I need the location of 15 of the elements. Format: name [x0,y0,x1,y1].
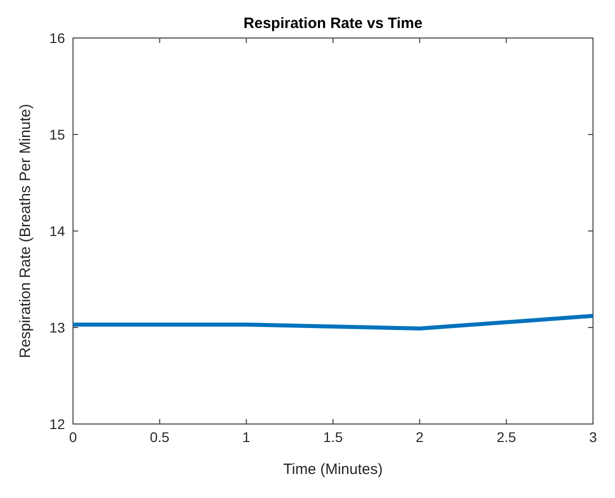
x-tick-label: 2 [416,429,424,445]
y-tick-label: 12 [49,416,66,432]
y-tick-label: 16 [49,30,66,46]
y-tick-label: 14 [49,223,66,239]
x-tick-label: 0 [69,429,78,445]
x-tick-label: 2.5 [496,429,516,445]
x-axis-title: Time (Minutes) [283,461,383,478]
y-axis-title: Respiration Rate (Breaths Per Minute) [17,104,34,358]
x-tick-label: 1 [242,429,250,445]
x-tick-label: 0.5 [150,429,170,445]
x-tick-label: 3 [589,429,598,445]
y-tick-label: 13 [49,320,66,336]
x-tick-label: 1.5 [323,429,343,445]
y-tick-label: 15 [49,126,66,142]
chart-title: Respiration Rate vs Time [244,15,422,32]
